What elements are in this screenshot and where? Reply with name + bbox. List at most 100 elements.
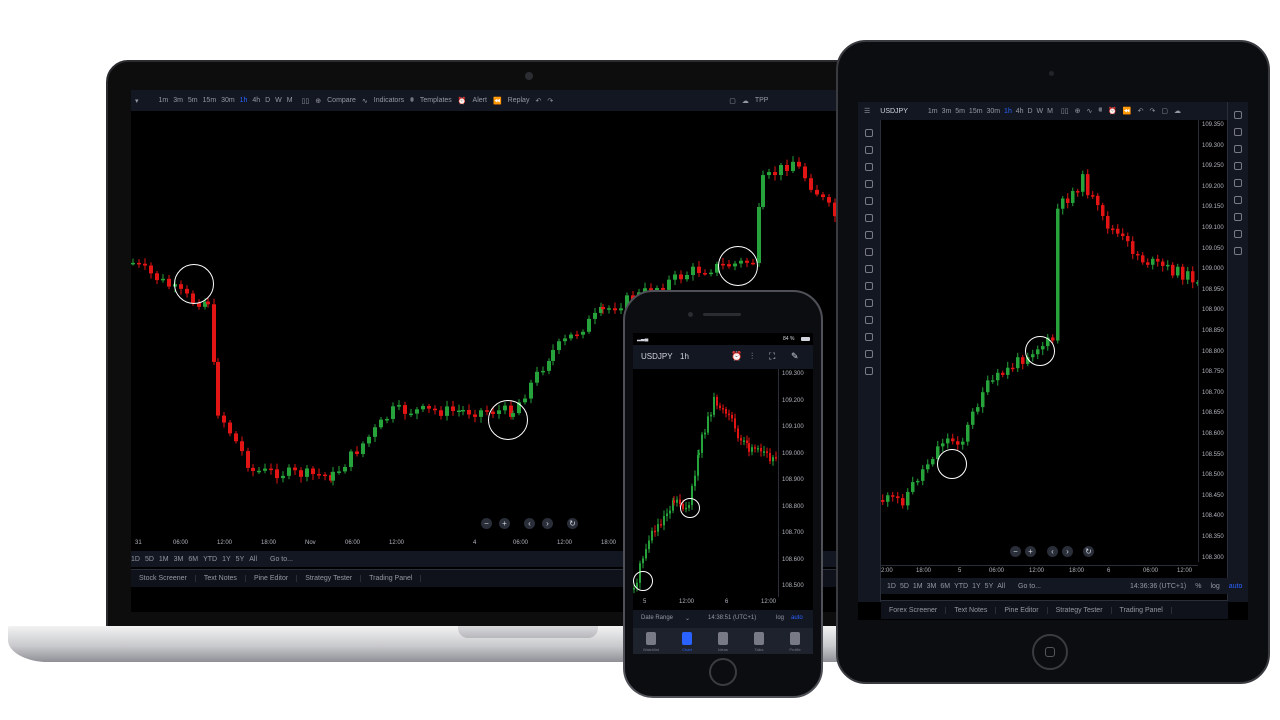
draw-icon[interactable]: ✎	[791, 351, 799, 361]
phone-timeframe[interactable]: 1h	[680, 352, 689, 361]
undo-icon[interactable]: ↶	[1137, 108, 1144, 115]
timeframe-4h[interactable]: 4h	[252, 97, 263, 104]
range-3M[interactable]: 3M	[926, 582, 937, 590]
timeframe-15m[interactable]: 15m	[202, 97, 219, 104]
range-5Y[interactable]: 5Y	[235, 555, 245, 563]
tab-trading-panel[interactable]: Trading Panel	[361, 575, 422, 582]
calendar-icon[interactable]	[1234, 179, 1242, 187]
range-6M[interactable]: 6M	[940, 582, 951, 590]
data-window-icon[interactable]	[1234, 145, 1242, 153]
alerts-icon[interactable]	[1234, 128, 1242, 136]
log-toggle[interactable]: log	[776, 615, 785, 621]
phone-candle-chart[interactable]	[633, 369, 777, 597]
fib-icon[interactable]	[865, 163, 873, 171]
alert-icon[interactable]: ⏰	[731, 351, 743, 361]
timeframe-3m[interactable]: 3m	[941, 107, 954, 115]
replay-button[interactable]: Replay	[507, 97, 530, 104]
range-1D[interactable]: 1D	[131, 555, 140, 563]
range-5Y[interactable]: 5Y	[984, 582, 994, 590]
timeframe-W[interactable]: W	[1036, 107, 1046, 115]
redo-icon[interactable]: ↷	[547, 97, 554, 105]
arrow-icon[interactable]	[865, 248, 873, 256]
fullscreen-icon[interactable]: ▢	[1161, 108, 1168, 115]
auto-toggle[interactable]: auto	[1228, 582, 1243, 590]
tab-text-notes[interactable]: Text Notes	[196, 575, 246, 582]
range-1D[interactable]: 1D	[887, 582, 896, 590]
range-1Y[interactable]: 1Y	[222, 555, 231, 563]
range-5D[interactable]: 5D	[899, 582, 909, 590]
range-3M[interactable]: 3M	[173, 555, 184, 563]
nav-talks[interactable]: Talks	[742, 628, 776, 654]
timeframe-5m[interactable]: 5m	[955, 107, 967, 115]
pattern-icon[interactable]	[865, 214, 873, 222]
chart-type-icon[interactable]: ▯▯	[1060, 108, 1069, 115]
zoom-in-button[interactable]: +	[499, 518, 510, 529]
reset-chart-button[interactable]: ↻	[1083, 546, 1094, 557]
timeframe-1m[interactable]: 1m	[158, 97, 171, 104]
auto-toggle[interactable]: auto	[791, 615, 803, 621]
timeframe-M[interactable]: M	[1047, 107, 1053, 115]
nav-watchlist[interactable]: Watchlist	[634, 628, 668, 654]
scroll-right-button[interactable]: ›	[542, 518, 553, 529]
range-1M[interactable]: 1M	[158, 555, 169, 563]
range-YTD[interactable]: YTD	[203, 555, 218, 563]
timeframe-15m[interactable]: 15m	[968, 107, 985, 115]
timeframe-M[interactable]: M	[286, 97, 293, 104]
lock-icon[interactable]	[865, 333, 873, 341]
range-1M[interactable]: 1M	[912, 582, 923, 590]
tab-stock-screener[interactable]: Stock Screener	[131, 575, 196, 582]
alert-icon[interactable]: ⏰	[1108, 108, 1117, 115]
zoom-out-button[interactable]: −	[1010, 546, 1021, 557]
goto-button[interactable]: Go to...	[1018, 582, 1041, 590]
tab-pine-editor[interactable]: Pine Editor	[996, 606, 1048, 614]
crosshair-icon[interactable]	[865, 129, 873, 137]
nav-ideas[interactable]: Ideas	[706, 628, 740, 654]
redo-icon[interactable]: ↷	[1149, 108, 1156, 115]
phone-symbol[interactable]: USDJPY	[641, 352, 673, 361]
undo-icon[interactable]: ↶	[535, 97, 542, 105]
timeframe-D[interactable]: D	[1027, 107, 1035, 115]
range-5D[interactable]: 5D	[144, 555, 154, 563]
trash-icon[interactable]	[865, 367, 873, 375]
range-All[interactable]: All	[997, 582, 1006, 590]
lock-draw-icon[interactable]	[865, 316, 873, 324]
timeframe-3m[interactable]: 3m	[173, 97, 185, 104]
streams-icon[interactable]	[1234, 230, 1242, 238]
timeframe-1h[interactable]: 1h	[1004, 107, 1014, 115]
alert-button[interactable]: Alert	[472, 97, 487, 104]
tab-trading-panel[interactable]: Trading Panel	[1112, 606, 1172, 614]
goto-button[interactable]: Go to...	[270, 555, 293, 563]
timeframe-1m[interactable]: 1m	[927, 107, 940, 115]
tablet-ranges[interactable]: 1D 5D 1M 3M 6M YTD 1Y 5Y All	[887, 583, 1009, 590]
layout-name[interactable]: TPP	[754, 97, 769, 104]
cloud-icon[interactable]: ☁	[741, 97, 749, 105]
templates-button[interactable]: Templates	[419, 97, 452, 104]
timeframe-1h[interactable]: 1h	[239, 97, 250, 104]
range-YTD[interactable]: YTD	[954, 582, 969, 590]
timeframe-W[interactable]: W	[275, 97, 284, 104]
scroll-left-button[interactable]: ‹	[1047, 546, 1058, 557]
date-range-button[interactable]: Date Range	[641, 615, 674, 621]
fullscreen-icon[interactable]: ⛶	[769, 351, 776, 361]
hotlist-icon[interactable]	[1234, 162, 1242, 170]
magnet-icon[interactable]	[865, 299, 873, 307]
range-6M[interactable]: 6M	[188, 555, 199, 563]
tab-strategy-tester[interactable]: Strategy Tester	[297, 575, 362, 582]
prediction-icon[interactable]	[865, 231, 873, 239]
tab-text-notes[interactable]: Text Notes	[946, 606, 997, 614]
brush-icon[interactable]	[865, 180, 873, 188]
text-icon[interactable]	[865, 197, 873, 205]
cloud-icon[interactable]: ☁	[1173, 108, 1181, 115]
laptop-timeframes[interactable]: 1m 3m 5m 15m 30m 1h 4h D W M	[159, 97, 296, 104]
tab-strategy-tester[interactable]: Strategy Tester	[1048, 606, 1112, 614]
tab-forex-screener[interactable]: Forex Screener	[881, 606, 947, 614]
scroll-left-button[interactable]: ‹	[524, 518, 535, 529]
zoom-in-button[interactable]: +	[1025, 546, 1036, 557]
ruler-icon[interactable]	[865, 265, 873, 273]
percent-toggle[interactable]: %	[1195, 582, 1202, 590]
eye-icon[interactable]	[865, 350, 873, 358]
nav-profile[interactable]: Profile	[778, 628, 812, 654]
range-All[interactable]: All	[249, 555, 258, 563]
compare-icon[interactable]: ⊕	[1074, 108, 1081, 115]
tablet-timeframes[interactable]: 1m 3m 5m 15m 30m 1h 4h D W M	[928, 108, 1055, 115]
